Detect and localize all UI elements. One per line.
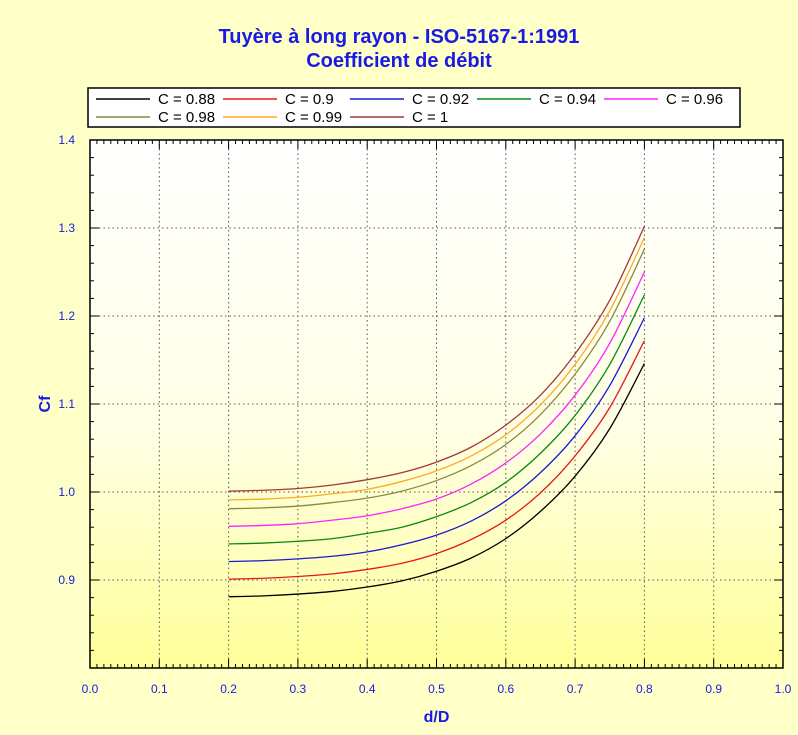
legend-entry: C = 1 [412,109,448,126]
x-tick-label: 0.4 [359,682,376,696]
legend-entry: C = 0.92 [412,91,469,108]
grid [90,140,783,668]
x-axis-label: d/D [424,709,450,726]
y-tick-label: 0.9 [58,573,75,587]
series-line [228,340,645,580]
legend-entry: C = 0.94 [539,91,596,108]
y-tick-label: 1.0 [58,485,75,499]
chart-title: Tuyère à long rayon - ISO-5167-1:1991 [218,26,580,48]
x-tick-label: 1.0 [775,682,792,696]
y-axis-label: Cf [37,395,54,413]
x-tick-label: 0.9 [705,682,722,696]
series-line [228,248,645,510]
legend-entry: C = 0.99 [285,109,342,126]
y-tick-label: 1.1 [58,397,75,411]
legend-entry: C = 0.98 [158,109,215,126]
x-tick-label: 0.5 [428,682,445,696]
x-tick-label: 0.2 [220,682,237,696]
series-line [228,294,645,545]
x-tick-label: 0.6 [497,682,514,696]
series-line [228,225,645,492]
y-tick-label: 1.4 [58,133,75,147]
x-tick-label: 0.7 [567,682,584,696]
series-lines [228,225,645,598]
chart-subtitle: Coefficient de débit [306,50,492,72]
y-tick-label: 1.2 [58,309,75,323]
x-tick-label: 0.3 [290,682,307,696]
series-line [228,271,645,527]
x-tick-label: 0.0 [82,682,99,696]
series-line [228,363,645,598]
y-tick-labels: 0.9 1.0 1.1 1.2 1.3 1.4 [58,133,75,587]
legend: C = 0.88 C = 0.9 C = 0.92 C = 0.94 C = 0.96 C… [87,87,741,128]
series-line [228,317,645,563]
legend-entry: C = 0.88 [158,91,215,108]
legend-entry: C = 0.96 [666,91,723,108]
x-tick-labels: 0.0 0.1 0.2 0.3 0.4 0.5 0.6 0.7 0.8 0.9 1.0 [82,682,792,696]
legend-entry: C = 0.9 [285,91,334,108]
series-line [228,237,645,501]
x-tick-label: 0.8 [636,682,653,696]
y-tick-label: 1.3 [58,221,75,235]
plot-border [89,139,784,669]
legend-box [87,87,741,128]
x-tick-label: 0.1 [151,682,168,696]
